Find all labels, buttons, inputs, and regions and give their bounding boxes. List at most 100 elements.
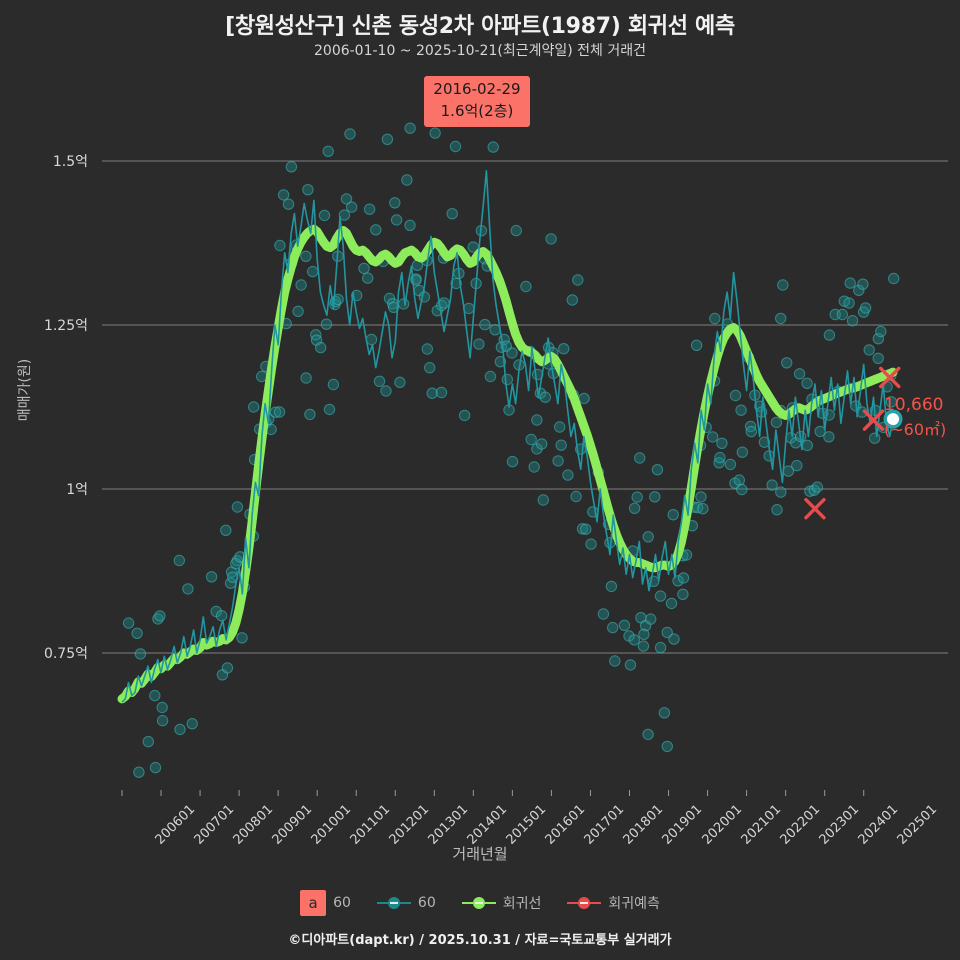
scatter-point (775, 486, 787, 498)
page-subtitle: 2006-01-10 ~ 2025-10-21(최근계약일) 전체 거래건 (314, 43, 646, 59)
scatter-point (133, 766, 145, 778)
scatter-point (735, 404, 747, 416)
scatter-point (390, 214, 403, 226)
scatter-point (274, 239, 286, 252)
scatter-point (649, 491, 661, 503)
scatter-point (766, 479, 778, 491)
scatter-point (365, 333, 378, 346)
scatter-point (362, 272, 374, 284)
scatter-point (338, 209, 351, 221)
scatter-point (566, 294, 578, 306)
scatter-point (248, 401, 260, 413)
scatter-point (695, 491, 707, 503)
scatter-point (149, 689, 161, 702)
scatter-point (677, 572, 690, 584)
legend-dot-swatch (387, 897, 400, 909)
scatter-point (758, 436, 771, 448)
scatter-point (661, 626, 673, 639)
forecast-markers (804, 366, 901, 520)
scatter-point (346, 201, 358, 213)
scatter-point (677, 588, 689, 600)
scatter-point (714, 451, 726, 464)
scatter-point (154, 610, 166, 622)
scatter-point (489, 324, 501, 336)
scatter-point (578, 392, 590, 405)
scatter-point (618, 619, 631, 631)
scatter-point (811, 481, 823, 493)
scatter-point (304, 408, 316, 421)
scatter-point (770, 416, 783, 429)
scatter-point (637, 640, 650, 652)
legend-item-regression-line[interactable]: 회귀선 (461, 893, 542, 913)
page-title: [창원성산구] 신촌 동성2차 아파트(1987) 회귀선 예측 (225, 14, 735, 39)
scatter-point (885, 396, 897, 408)
scatter-point (221, 662, 234, 674)
scatter-point (801, 439, 813, 452)
scatter-point (479, 318, 491, 331)
scatter-point (707, 431, 719, 443)
scatter-point (665, 597, 678, 610)
scatter-point (539, 391, 551, 403)
scatter-point (555, 439, 567, 451)
scatter-point (654, 590, 667, 602)
legend-label: 회귀선 (502, 896, 542, 912)
scatter-point (186, 718, 198, 730)
legend-item-a-swatch[interactable]: a 60 (300, 890, 351, 916)
scatter-point (380, 385, 392, 397)
y-tick-label: 1.5억 (52, 154, 88, 170)
scatter-point (853, 284, 865, 296)
scatter-point (295, 279, 307, 291)
scatter-point (173, 554, 186, 567)
scatter-point (642, 728, 654, 741)
scatter-point (888, 272, 900, 285)
scatter-point (318, 209, 331, 222)
legend-item-regression-forecast[interactable]: 회귀예측 (567, 893, 660, 913)
scatter-point (142, 735, 155, 748)
peak-annotation-value: 1.6억(2층) (440, 101, 514, 120)
scatter-point (808, 484, 820, 496)
scatter-point (642, 531, 654, 543)
x-axis-title: 거래년월 (452, 845, 508, 863)
scatter-point (631, 491, 643, 503)
scatter-point (733, 474, 745, 486)
scatter-point (256, 370, 268, 383)
end-area: (~60㎡) (884, 420, 947, 440)
legend-item-scatter-60[interactable]: 60 (376, 895, 436, 911)
scatter-point (494, 356, 507, 368)
scatter-point (846, 315, 859, 327)
scatter-point (823, 431, 835, 443)
scatter-point (358, 262, 370, 275)
scatter-point (449, 140, 462, 153)
scatter-point (230, 557, 242, 570)
scatter-point (389, 197, 401, 209)
scatter-point (182, 583, 194, 595)
forecast-x-icon (862, 409, 885, 431)
scatter-point (791, 459, 803, 472)
legend-marker-icon (567, 896, 602, 910)
scatter-point (716, 437, 728, 449)
scatter-point (404, 122, 416, 134)
footer-credit: ©디아파트(dapt.kr) / 2025.10.31 / 자료=국토교통부 실… (288, 933, 672, 948)
scatter-point (658, 707, 671, 719)
legend-label: 60 (333, 895, 351, 911)
legend-marker-icon (461, 896, 496, 910)
scatter-point (869, 432, 881, 444)
scatter-point (205, 571, 218, 583)
scatter-point (605, 580, 618, 593)
y-tick-label: 1.25억 (43, 318, 88, 334)
scatter-point (638, 628, 650, 640)
legend-dot-swatch (472, 897, 485, 909)
scatter-point (580, 523, 592, 535)
scatter-point (729, 389, 742, 402)
scatter-point (624, 659, 637, 671)
scatter-point (174, 723, 186, 736)
scatter-point (404, 219, 416, 232)
scatter-point (370, 224, 382, 236)
forecast-x-icon (879, 366, 901, 389)
scatter-point (424, 362, 436, 374)
scatter-point (322, 145, 334, 158)
legend-marker-icon (376, 896, 411, 910)
scatter-point (572, 274, 584, 286)
scatter-point (628, 502, 641, 514)
scatter-point (269, 406, 282, 418)
